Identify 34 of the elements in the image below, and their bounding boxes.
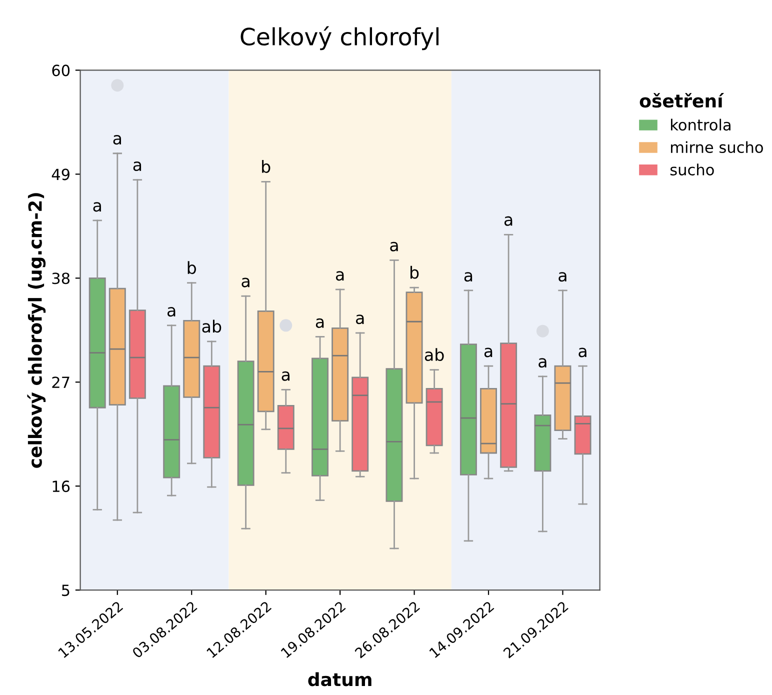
annotation: b (262, 160, 270, 173)
annotation: a (356, 314, 364, 324)
chart-title: Celkový chlorofyl (240, 26, 438, 50)
annotation: a (390, 242, 398, 252)
legend-title: ošetření (640, 92, 724, 108)
y-tick-label: 60 (52, 64, 70, 76)
annotation: a (578, 348, 586, 358)
y-axis-title: celkový chlorofyl (ug.cm-2) (27, 193, 46, 468)
annotation: ab (424, 348, 444, 362)
legend-label: kontrola (671, 118, 730, 131)
y-tick-label: 16 (52, 480, 70, 492)
annotation: a (538, 358, 546, 368)
y-tick-label: 5 (62, 584, 70, 596)
annotation: b (410, 266, 419, 279)
annotation: a (93, 202, 101, 212)
x-axis-title: datum (308, 672, 372, 686)
legend-label: sucho (670, 164, 714, 176)
annotation: a (504, 216, 512, 226)
annotation: a (167, 307, 176, 317)
annotation: a (558, 272, 566, 282)
annotation: a (484, 348, 492, 358)
annotation: a (113, 135, 121, 145)
y-tick-label: 38 (52, 272, 70, 284)
annotation: a (336, 271, 344, 281)
annotation: b (188, 261, 196, 274)
annotation: a (464, 272, 472, 282)
annotation: a (242, 278, 250, 288)
legend-label: mirne sucho (671, 141, 763, 154)
annotation: a (282, 371, 290, 381)
annotation: a (316, 318, 324, 328)
y-tick-label: 49 (52, 168, 70, 180)
annotation: a (133, 161, 142, 172)
y-tick-label: 27 (52, 376, 70, 388)
annotation: ab (202, 320, 222, 333)
